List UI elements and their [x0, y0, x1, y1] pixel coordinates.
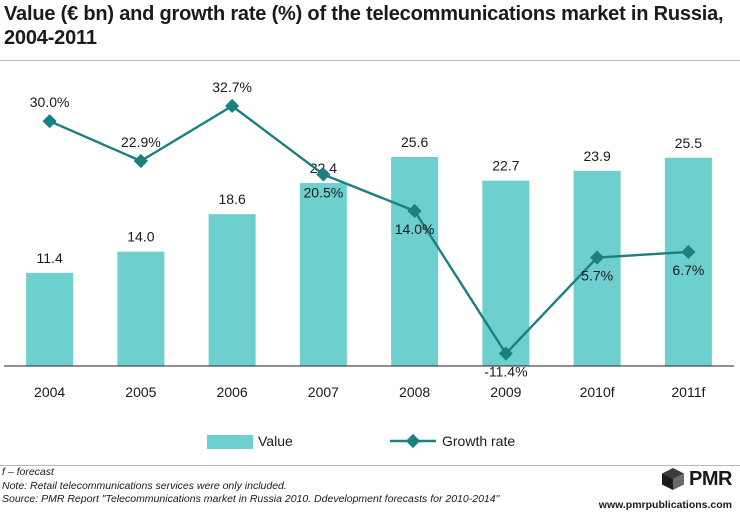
- scope-note: Note: Retail telecommunications services…: [2, 479, 287, 492]
- footer-divider: [0, 465, 740, 466]
- legend-label-value: Value: [258, 433, 293, 449]
- growth-marker-2008: [407, 203, 422, 219]
- growth-marker-2005: [133, 153, 148, 169]
- value-bar-2011f: [664, 157, 712, 366]
- chart: 11.414.018.622.425.622.723.925.5 30.0%22…: [4, 79, 734, 449]
- logo-text: PMR: [689, 467, 732, 490]
- pmr-cube-icon: [662, 468, 685, 490]
- value-bar-2007: [299, 183, 347, 366]
- forecast-note: f – forecast: [2, 466, 54, 478]
- chart-title: Value (€ bn) and growth rate (%) of the …: [4, 3, 724, 49]
- value-bar-2010f: [573, 170, 621, 366]
- x-tick-2009: 2009: [490, 384, 521, 400]
- legend-label-growth: Growth rate: [442, 433, 515, 449]
- value-label-2004: 11.4: [37, 250, 63, 266]
- growth-marker-2007: [316, 167, 331, 182]
- x-tick-2005: 2005: [125, 384, 156, 400]
- x-tick-2006: 2006: [217, 384, 248, 400]
- growth-label-2010f: 5.7%: [581, 268, 613, 284]
- growth-label-2011f: 6.7%: [672, 262, 704, 278]
- value-bar-2006: [208, 214, 256, 366]
- pmr-logo: PMR www.pmrpublications.com: [598, 467, 733, 512]
- growth-label-2005: 22.9%: [121, 134, 161, 150]
- growth-marker-2011f: [681, 244, 696, 260]
- value-label-2006: 18.6: [219, 191, 246, 207]
- bars-layer: [26, 156, 712, 366]
- footer-notes: f – forecast Note: Retail telecommunicat…: [2, 466, 499, 507]
- title-divider: [0, 60, 740, 61]
- value-label-2010f: 23.9: [584, 148, 611, 164]
- x-tick-2010f: 2010f: [580, 384, 615, 400]
- x-tick-2011f: 2011f: [671, 384, 705, 400]
- growth-rate-line: [49, 104, 689, 355]
- source-note: Source: PMR Report "Telecommunications m…: [2, 493, 500, 505]
- growth-label-2004: 30.0%: [30, 94, 70, 110]
- x-tick-2008: 2008: [399, 384, 430, 400]
- value-label-2005: 14.0: [127, 229, 154, 245]
- growth-label-2008: 14.0%: [395, 221, 435, 237]
- value-label-2008: 25.6: [401, 134, 428, 150]
- logo-url[interactable]: www.pmrpublications.com: [598, 499, 732, 511]
- value-bar-2009: [482, 180, 530, 366]
- value-bar-2005: [117, 251, 165, 366]
- value-label-2011f: 25.5: [675, 135, 702, 151]
- legend-swatch-growth-marker: [405, 433, 421, 449]
- value-bar-2008: [391, 156, 439, 366]
- legend-swatch-value: [207, 435, 253, 449]
- value-label-2009: 22.7: [492, 158, 519, 174]
- growth-label-2006: 32.7%: [212, 79, 252, 95]
- growth-marker-2010f: [590, 250, 605, 265]
- bar-labels-layer: 11.414.018.622.425.622.723.925.5: [37, 134, 703, 266]
- growth-labels-layer: 30.0% 22.9% 32.7% 20.5% 14.0% -11.4% 5.7% 6.7%: [30, 79, 705, 380]
- growth-marker-2009: [498, 346, 513, 361]
- growth-line-layer: [42, 98, 696, 361]
- legend: Value Growth rate: [207, 433, 515, 449]
- x-tick-2004: 2004: [34, 384, 65, 400]
- x-tick-2007: 2007: [308, 384, 339, 400]
- growth-label-2007: 20.5%: [304, 184, 344, 200]
- value-bar-2004: [26, 272, 74, 366]
- growth-marker-2004: [42, 114, 57, 129]
- x-tick-labels-layer: 2004 2005 2006 2007 2008 2009 2010f 2011f: [34, 384, 705, 400]
- growth-label-2009: -11.4%: [484, 364, 527, 380]
